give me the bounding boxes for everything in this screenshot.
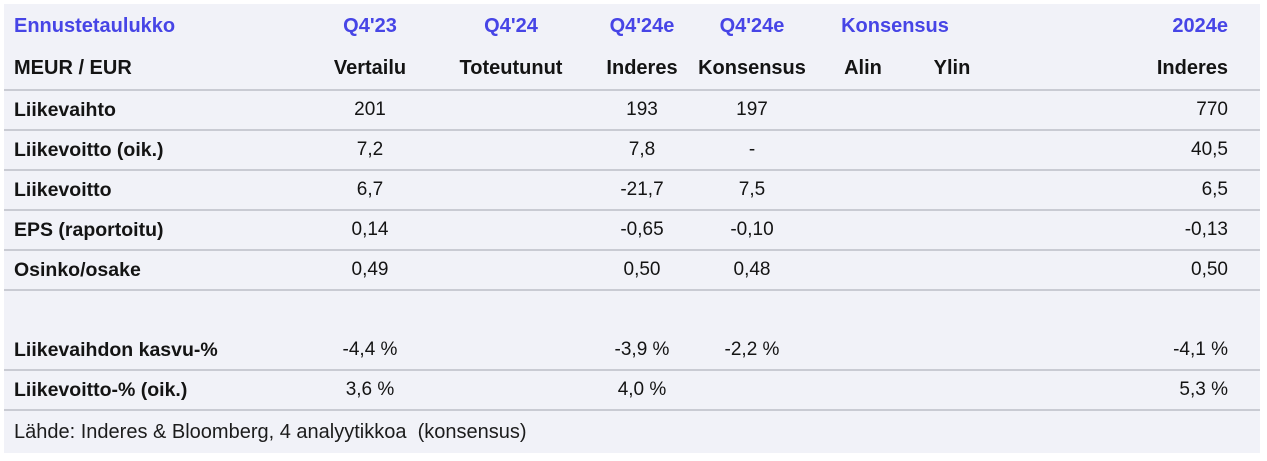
table-cell	[586, 290, 698, 331]
table-cell	[920, 130, 984, 171]
table-cell: 6,5	[984, 170, 1260, 211]
table-cell: -0,13	[984, 210, 1260, 251]
row-label: Liikevoitto-% (oik.)	[4, 370, 304, 411]
table-cell	[436, 210, 586, 251]
table-cell: 0,49	[304, 250, 436, 291]
forecast-table: Ennustetaulukko Q4'23 Q4'24 Q4'24e Q4'24…	[4, 4, 1260, 453]
row-label: EPS (raportoitu)	[4, 210, 304, 251]
row-label: Osinko/osake	[4, 250, 304, 291]
table-cell	[806, 130, 920, 171]
table-cell: 0,50	[586, 250, 698, 291]
table-row-liikevaihto: Liikevaihto 201 193 197 770	[4, 90, 1260, 131]
table-cell: -4,4 %	[304, 331, 436, 371]
table-cell	[806, 170, 920, 211]
table-cell: 193	[586, 90, 698, 131]
subheader-vertailu: Vertailu	[304, 48, 436, 91]
subheader-konsensus: Konsensus	[698, 48, 806, 91]
table-cell	[436, 90, 586, 131]
table-cell	[806, 250, 920, 291]
table-cell	[436, 170, 586, 211]
header-row-sources: MEUR / EUR Vertailu Toteutunut Inderes K…	[4, 48, 1260, 91]
table-row-spacer	[4, 290, 1260, 331]
row-label: Liikevoitto (oik.)	[4, 130, 304, 171]
table-cell: 40,5	[984, 130, 1260, 171]
table-cell	[920, 210, 984, 251]
table-cell	[920, 290, 984, 331]
table-cell: -2,2 %	[698, 331, 806, 371]
row-label: Liikevaihdon kasvu-%	[4, 331, 304, 371]
table-cell	[698, 370, 806, 411]
col-header-2024e: 2024e	[1172, 14, 1228, 37]
table-cell: 0,50	[984, 250, 1260, 291]
table-title: Ennustetaulukko	[14, 14, 176, 37]
table-cell: -0,10	[698, 210, 806, 251]
row-label	[4, 290, 304, 331]
col-header-konsensus-group: Konsensus	[841, 14, 949, 37]
col-header-q4-23: Q4'23	[343, 14, 397, 37]
col-header-q4-24: Q4'24	[484, 14, 538, 37]
table-cell	[806, 290, 920, 331]
table-cell: 201	[304, 90, 436, 131]
table-cell: 5,3 %	[984, 370, 1260, 411]
table-cell: -	[698, 130, 806, 171]
table-row-liikevoitto-pct: Liikevoitto-% (oik.) 3,6 % 4,0 % 5,3 %	[4, 370, 1260, 411]
table-cell: -21,7	[586, 170, 698, 211]
source-note: Lähde: Inderes & Bloomberg, 4 analyytikk…	[14, 420, 527, 443]
row-label: Liikevaihto	[4, 90, 304, 131]
table-cell	[436, 290, 586, 331]
table-row-eps: EPS (raportoitu) 0,14 -0,65 -0,10 -0,13	[4, 210, 1260, 251]
table-cell: 7,2	[304, 130, 436, 171]
table-cell: 4,0 %	[586, 370, 698, 411]
table-cell	[920, 170, 984, 211]
header-row-periods: Ennustetaulukko Q4'23 Q4'24 Q4'24e Q4'24…	[4, 4, 1260, 48]
table-row-liikevoitto-oik: Liikevoitto (oik.) 7,2 7,8 - 40,5	[4, 130, 1260, 171]
table-cell	[436, 250, 586, 291]
table-cell: 6,7	[304, 170, 436, 211]
table-cell	[698, 290, 806, 331]
table-row-liikevoitto: Liikevoitto 6,7 -21,7 7,5 6,5	[4, 170, 1260, 211]
table-row-osinko: Osinko/osake 0,49 0,50 0,48 0,50	[4, 250, 1260, 291]
row-label: Liikevoitto	[4, 170, 304, 211]
table-footer-row: Lähde: Inderes & Bloomberg, 4 analyytikk…	[4, 410, 1260, 453]
table-cell	[806, 210, 920, 251]
table-cell: 770	[984, 90, 1260, 131]
subheader-inderes-2024: Inderes	[984, 48, 1260, 91]
table-cell	[920, 370, 984, 411]
table-cell	[806, 370, 920, 411]
unit-label: MEUR / EUR	[4, 48, 304, 91]
table-cell	[920, 90, 984, 131]
subheader-ylin: Ylin	[920, 48, 984, 91]
col-header-q4-24e-inderes: Q4'24e	[609, 14, 675, 37]
table-cell	[984, 290, 1260, 331]
table-cell	[436, 331, 586, 371]
table-row-liikevaihdon-kasvu: Liikevaihdon kasvu-% -4,4 % -3,9 % -2,2 …	[4, 331, 1260, 371]
table-cell: -0,65	[586, 210, 698, 251]
table-cell: 0,48	[698, 250, 806, 291]
table-cell	[806, 331, 920, 371]
table-cell: 0,14	[304, 210, 436, 251]
table-cell: -3,9 %	[586, 331, 698, 371]
col-header-q4-24e-kons: Q4'24e	[719, 14, 785, 37]
table-cell: 7,8	[586, 130, 698, 171]
table-cell: 3,6 %	[304, 370, 436, 411]
subheader-inderes: Inderes	[586, 48, 698, 91]
table-cell: 197	[698, 90, 806, 131]
table-cell	[806, 90, 920, 131]
subheader-alin: Alin	[806, 48, 920, 91]
subheader-toteutunut: Toteutunut	[436, 48, 586, 91]
table-cell	[304, 290, 436, 331]
table-cell: 7,5	[698, 170, 806, 211]
table-cell	[436, 370, 586, 411]
table-cell: -4,1 %	[984, 331, 1260, 371]
table-cell	[436, 130, 586, 171]
table-cell	[920, 250, 984, 291]
table-cell	[920, 331, 984, 371]
